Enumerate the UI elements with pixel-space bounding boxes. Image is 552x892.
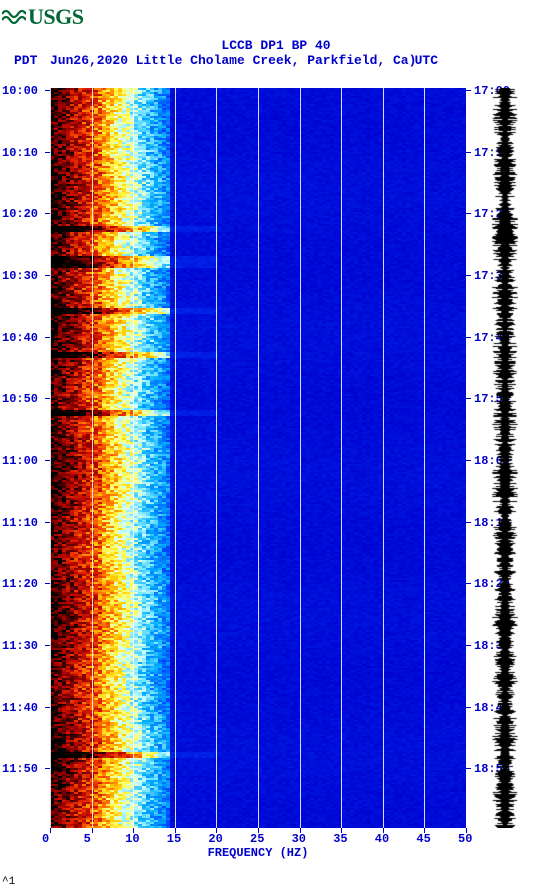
x-tick-label: 30 — [292, 832, 306, 846]
title-line2: PDT Jun26,2020 Little Cholame Creek, Par… — [0, 53, 552, 68]
y-tick-label-left: 10:30 — [2, 269, 38, 283]
y-tick-label-left: 11:50 — [2, 762, 38, 776]
x-tick-label: 0 — [42, 832, 49, 846]
x-tick-label: 40 — [375, 832, 389, 846]
y-tick-right — [466, 213, 471, 214]
x-tick-label: 25 — [250, 832, 264, 846]
y-tick-right — [466, 337, 471, 338]
y-tick-left — [45, 460, 50, 461]
x-tick-label: 15 — [167, 832, 181, 846]
y-tick-right — [466, 152, 471, 153]
y-tick-label-left: 11:30 — [2, 639, 38, 653]
y-tick-left — [45, 275, 50, 276]
x-tick — [50, 828, 51, 833]
y-tick-left — [45, 583, 50, 584]
y-tick-right — [466, 398, 471, 399]
y-tick-label-left: 10:00 — [2, 84, 38, 98]
x-tick-label: 10 — [125, 832, 139, 846]
y-tick-label-left: 11:10 — [2, 516, 38, 530]
title-line1: LCCB DP1 BP 40 — [0, 38, 552, 53]
y-tick-label-left: 11:20 — [2, 577, 38, 591]
y-tick-left — [45, 522, 50, 523]
y-tick-label-left: 10:50 — [2, 392, 38, 406]
x-tick-label: 20 — [208, 832, 222, 846]
tz-right: UTC — [415, 53, 438, 68]
y-tick-left — [45, 152, 50, 153]
x-tick-label: 35 — [333, 832, 347, 846]
y-tick-label-left: 10:20 — [2, 207, 38, 221]
y-tick-right — [466, 522, 471, 523]
y-tick-left — [45, 707, 50, 708]
y-tick-label-left: 10:40 — [2, 331, 38, 345]
foot-mark: ^1 — [2, 876, 15, 888]
x-axis-label: FREQUENCY (HZ) — [50, 846, 466, 860]
y-tick-right — [466, 768, 471, 769]
x-tick-label: 45 — [416, 832, 430, 846]
y-tick-label-left: 10:10 — [2, 146, 38, 160]
x-tick-label: 50 — [458, 832, 472, 846]
gridline — [466, 88, 467, 828]
waveform-canvas — [490, 88, 520, 828]
y-tick-right — [466, 275, 471, 276]
y-tick-label-left: 11:00 — [2, 454, 38, 468]
usgs-logo: USGS — [2, 4, 83, 30]
y-tick-left — [45, 768, 50, 769]
y-tick-left — [45, 337, 50, 338]
y-tick-right — [466, 583, 471, 584]
title-location: Little Cholame Creek, Parkfield, Ca) — [136, 53, 417, 68]
y-tick-right — [466, 460, 471, 461]
y-tick-left — [45, 398, 50, 399]
y-tick-right — [466, 90, 471, 91]
waveform-panel — [490, 88, 520, 828]
spectrogram-canvas — [50, 88, 466, 828]
title-block: LCCB DP1 BP 40 PDT Jun26,2020 Little Cho… — [0, 38, 552, 68]
usgs-text: USGS — [28, 4, 83, 30]
y-tick-label-left: 11:40 — [2, 701, 38, 715]
title-date: Jun26,2020 — [50, 53, 128, 68]
plot-area — [50, 88, 466, 828]
tz-left: PDT — [14, 53, 37, 68]
y-tick-right — [466, 707, 471, 708]
wave-icon — [2, 8, 26, 26]
y-tick-left — [45, 645, 50, 646]
y-tick-left — [45, 213, 50, 214]
x-tick-label: 5 — [84, 832, 91, 846]
x-tick — [92, 828, 93, 833]
y-tick-right — [466, 645, 471, 646]
y-tick-left — [45, 90, 50, 91]
